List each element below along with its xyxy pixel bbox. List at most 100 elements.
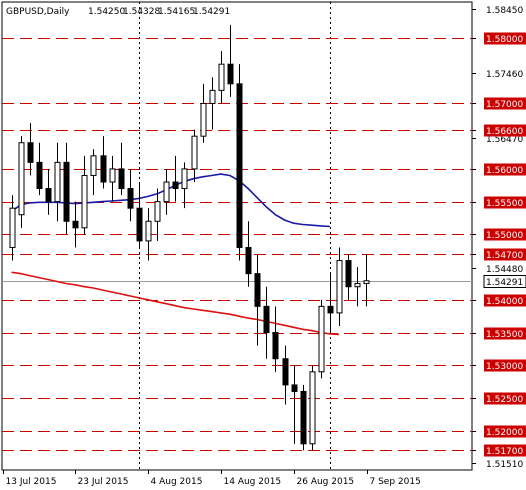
- chart-low: 1.54165: [158, 7, 195, 17]
- level-badge-label: 1.53500: [486, 330, 523, 340]
- candle: [363, 254, 370, 307]
- chart-symbol: GBPUSD,Daily: [6, 7, 70, 17]
- level-badge: [484, 97, 526, 110]
- y-axis-tick-label: 1.58450: [486, 6, 523, 16]
- level-badge: [484, 124, 526, 137]
- candle: [327, 273, 334, 333]
- candle: [336, 247, 343, 326]
- candle-body: [145, 220, 152, 242]
- candle: [154, 188, 161, 241]
- level-badge: [484, 444, 526, 457]
- candle: [90, 149, 97, 196]
- y-axis-tick-label: 1.56470: [486, 135, 523, 145]
- candle-body: [345, 260, 352, 288]
- level-badge-label: 1.57000: [486, 100, 523, 110]
- candle-body: [218, 63, 225, 91]
- candle: [81, 155, 88, 235]
- candle: [100, 136, 107, 189]
- chart-close: 1.54291: [193, 7, 230, 17]
- candle: [72, 201, 79, 248]
- x-axis-tick-label: 4 Aug 2015: [151, 477, 203, 487]
- candle: [318, 299, 325, 379]
- candle-body: [254, 273, 261, 307]
- current-price-label: 1.54291: [486, 278, 523, 288]
- candle: [236, 64, 243, 261]
- chart-high: 1.54328: [123, 7, 160, 17]
- candle: [54, 142, 61, 222]
- chart-open: 1.54250: [88, 7, 125, 17]
- candle-body: [291, 384, 298, 392]
- current-price-badge: [483, 275, 526, 288]
- candle-body: [27, 142, 34, 163]
- candle: [18, 136, 25, 228]
- candle: [109, 155, 116, 202]
- candle-body: [81, 174, 88, 229]
- level-badge: [484, 163, 526, 176]
- candle-body: [109, 168, 116, 183]
- candle-body: [154, 201, 161, 222]
- candle-body: [90, 155, 97, 176]
- candle-body: [36, 161, 43, 190]
- level-badge: [484, 228, 526, 241]
- candle-body: [227, 63, 234, 85]
- level-badge-label: 1.52500: [486, 395, 523, 405]
- candle: [254, 254, 261, 346]
- candle: [45, 168, 52, 215]
- candle: [227, 24, 234, 97]
- candle-body: [18, 142, 25, 216]
- candle: [136, 182, 143, 248]
- y-axis-tick-label: 1.57460: [486, 70, 523, 80]
- candle: [282, 345, 289, 405]
- candle-body: [136, 207, 143, 242]
- candle: [291, 365, 298, 444]
- candle-body: [163, 181, 170, 203]
- level-badge: [484, 248, 526, 261]
- candle: [345, 254, 352, 300]
- candle-body: [9, 207, 16, 248]
- candle-body: [63, 161, 70, 222]
- level-badge: [484, 196, 526, 209]
- candle-body: [318, 305, 325, 373]
- level-badge-label: 1.54000: [486, 297, 523, 307]
- candle-body: [172, 181, 179, 190]
- level-badge-label: 1.53000: [486, 362, 523, 372]
- candle: [145, 208, 152, 261]
- candle: [209, 77, 216, 130]
- candle-body: [191, 135, 198, 170]
- candle-body: [300, 390, 307, 445]
- level-badge-label: 1.54700: [486, 251, 523, 261]
- x-axis-tick-label: 23 Jul 2015: [78, 477, 129, 487]
- level-badge-label: 1.55500: [486, 199, 523, 209]
- candle: [272, 306, 279, 372]
- level-badge-label: 1.58000: [486, 35, 523, 45]
- candle: [218, 51, 225, 104]
- x-axis-tick-label: 14 Aug 2015: [224, 477, 282, 487]
- candle-body: [309, 371, 316, 445]
- candle: [200, 83, 207, 143]
- x-axis-tick-label: 7 Sep 2015: [370, 477, 421, 487]
- candle-body: [236, 83, 243, 248]
- candle-body: [54, 161, 61, 203]
- candle: [9, 195, 16, 261]
- candle-body: [327, 305, 334, 314]
- candle-body: [282, 358, 289, 386]
- candle-body: [263, 305, 270, 334]
- candle: [163, 168, 170, 215]
- candle-body: [72, 220, 79, 229]
- x-axis-tick-label: 13 Jul 2015: [6, 477, 57, 487]
- candle-body: [127, 188, 134, 209]
- level-badge: [484, 392, 526, 405]
- candle-body: [336, 260, 343, 314]
- level-badge-label: 1.56600: [486, 127, 523, 137]
- y-axis-tick-label: 1.51510: [486, 460, 523, 470]
- level-badge-label: 1.52000: [486, 428, 523, 438]
- candle-body: [200, 102, 207, 137]
- candle: [191, 129, 198, 182]
- candle: [309, 365, 316, 451]
- candle-body: [354, 282, 361, 288]
- candle-body: [245, 246, 252, 275]
- candle-body: [209, 89, 216, 104]
- candle-body: [363, 280, 370, 284]
- candle-body: [45, 188, 52, 203]
